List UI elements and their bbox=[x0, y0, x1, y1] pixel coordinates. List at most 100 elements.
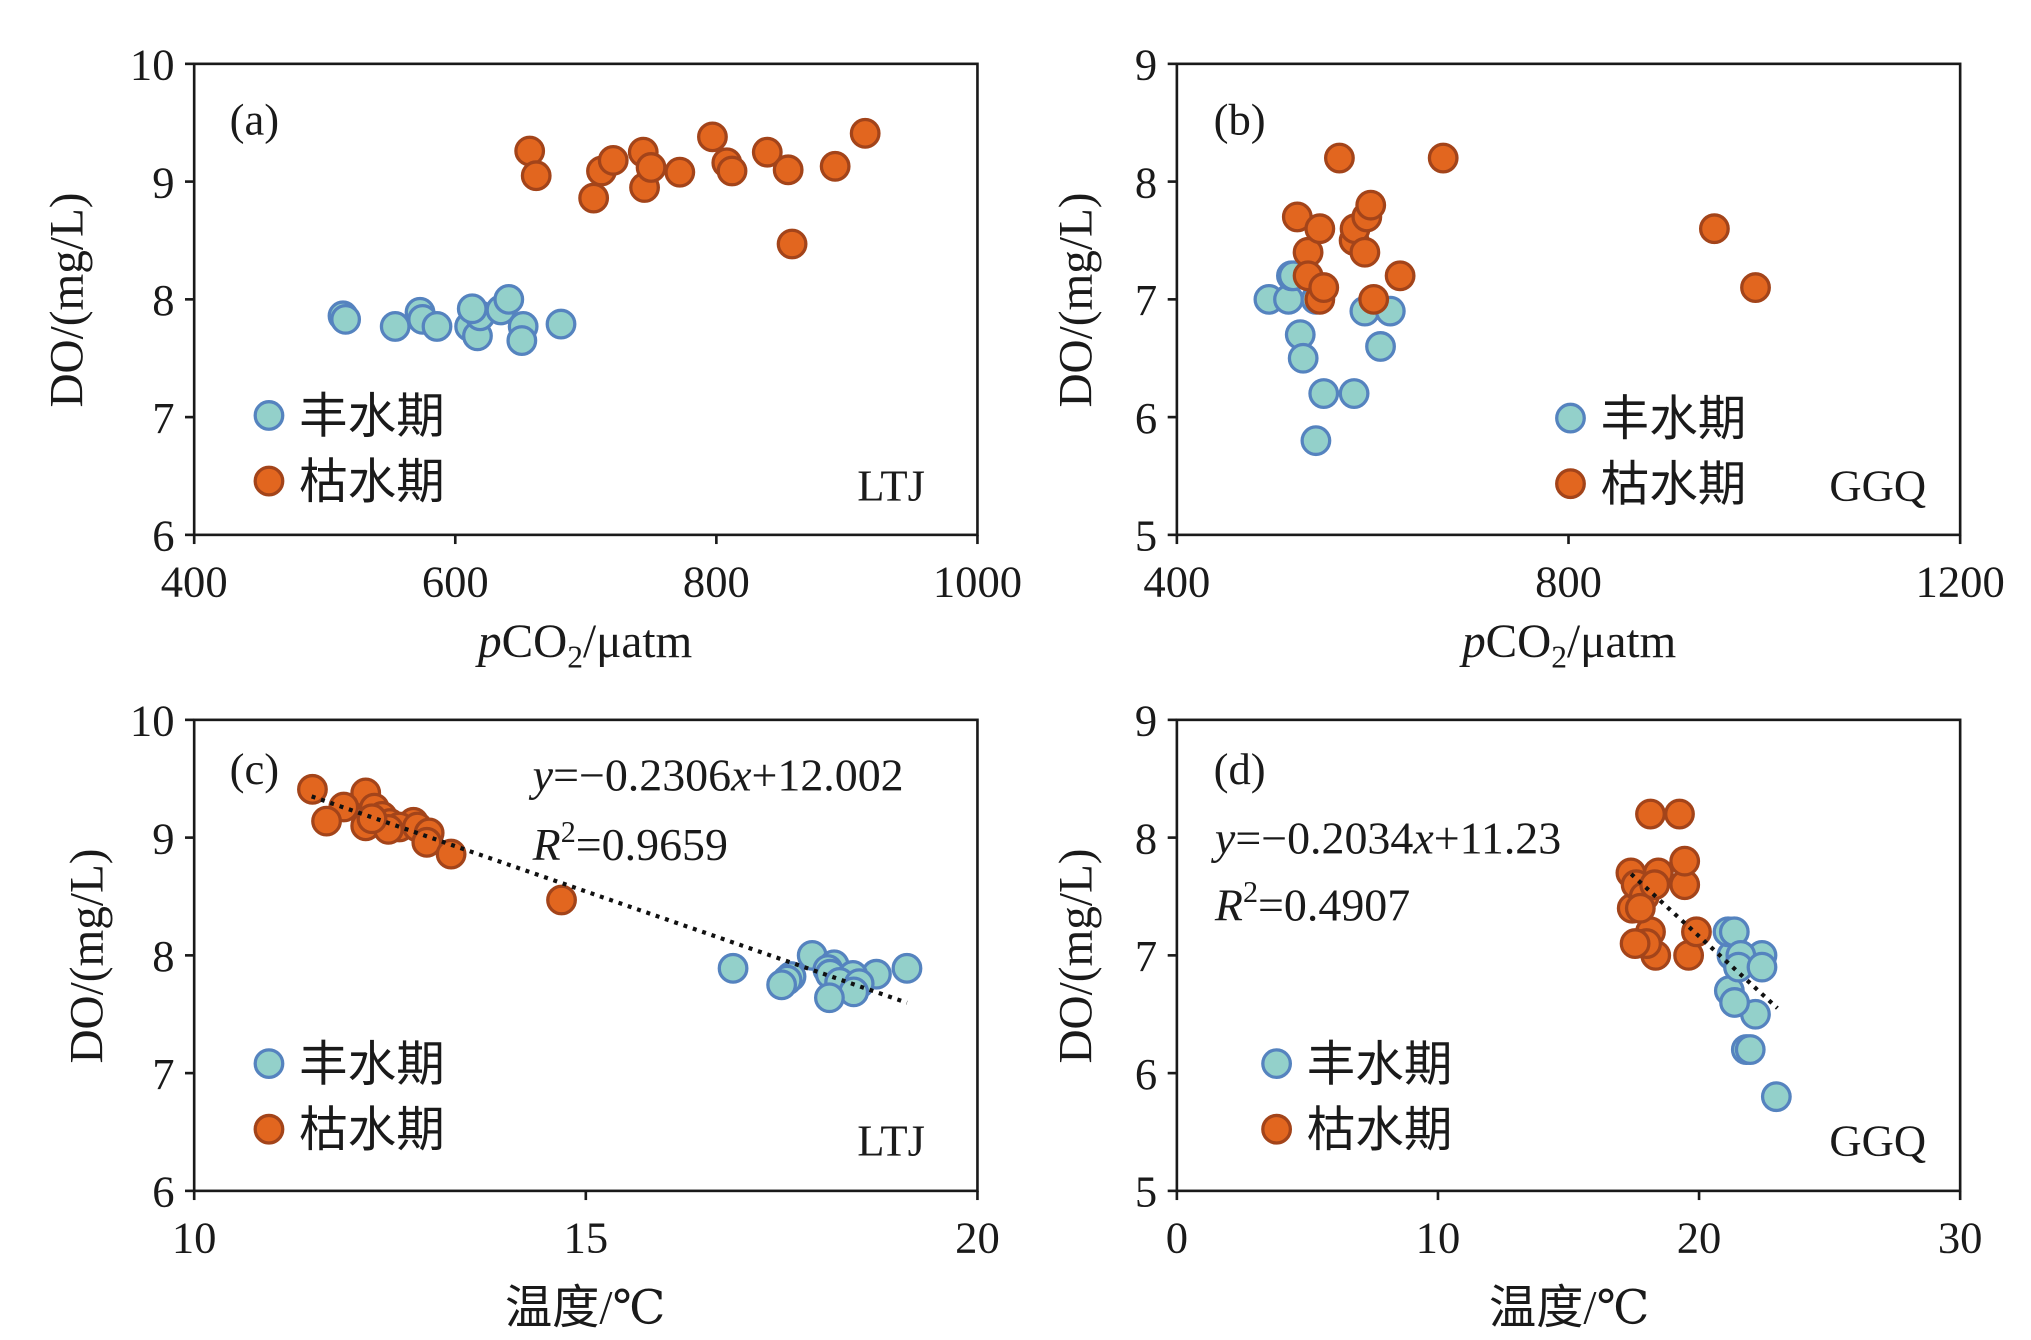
legend-marker-flood-season-d bbox=[1261, 1048, 1293, 1080]
point-b-dry-season-5 bbox=[1308, 272, 1340, 303]
panel-a: 400 600 800 1000 6 7 8 9 10 (a) LTJ 丰水期 枯水期 DO/(… bbox=[42, 40, 1022, 675]
y-tick-label-a-4: 10 bbox=[130, 40, 175, 90]
y-tick-label-d-2: 7 bbox=[1135, 931, 1157, 981]
r-squared-d: R2=0.4907 bbox=[1214, 875, 1410, 930]
point-b-dry-season-13 bbox=[1384, 260, 1416, 292]
point-b-dry-season-9 bbox=[1349, 236, 1381, 268]
panel-label-d: (d) bbox=[1214, 744, 1266, 794]
points-a bbox=[327, 117, 881, 356]
legend-marker-dry-season-a bbox=[253, 465, 285, 497]
point-d-flood-season-9 bbox=[1734, 1034, 1766, 1065]
point-b-dry-season-14 bbox=[1427, 142, 1459, 174]
x-title-subscript-b: 2 bbox=[1551, 639, 1567, 674]
legend-label-dry-season-b: 枯水期 bbox=[1601, 459, 1747, 512]
point-d-dry-season-16 bbox=[1619, 928, 1651, 960]
point-c-dry-season-0 bbox=[297, 773, 328, 805]
axes-d: 0 10 20 30 5 6 7 8 9 bbox=[1135, 696, 1983, 1263]
point-d-flood-season-12 bbox=[1746, 951, 1778, 983]
point-b-dry-season-11 bbox=[1355, 189, 1387, 221]
legend-b: 丰水期 枯水期 bbox=[1555, 393, 1747, 512]
x-axis-title-b: pCO2/μatm bbox=[1459, 616, 1676, 674]
x-axis-title-c: 温度/℃ bbox=[505, 1282, 665, 1334]
x-title-suffix-a: /μatm bbox=[583, 616, 692, 668]
legend-label-flood-season-b: 丰水期 bbox=[1601, 393, 1747, 446]
legend-marker-flood-season-b bbox=[1555, 402, 1586, 434]
y-tick-label-b-0: 5 bbox=[1135, 511, 1157, 561]
panel-c: 10 15 20 6 7 8 9 10 (c) LTJ y=−0.2306x+12.002 R… bbox=[61, 696, 999, 1335]
point-b-flood-season-11 bbox=[1365, 331, 1396, 362]
y-axis-title-d: DO/(mg/L) bbox=[1051, 848, 1103, 1063]
point-a-flood-season-14 bbox=[545, 308, 577, 340]
r2-var-d: R bbox=[1214, 880, 1243, 931]
legend-label-flood-season-a: 丰水期 bbox=[299, 391, 445, 444]
legend-label-dry-season-c: 枯水期 bbox=[299, 1104, 445, 1157]
point-c-flood-season-2 bbox=[717, 952, 749, 984]
point-d-dry-season-13 bbox=[1681, 916, 1712, 948]
x-title-suffix-b: /μatm bbox=[1567, 616, 1676, 668]
x-tick-label-a-0: 400 bbox=[161, 557, 228, 607]
x-tick-label-c-2: 20 bbox=[955, 1213, 1000, 1263]
y-tick-label-d-0: 5 bbox=[1135, 1167, 1157, 1217]
panel-label-b: (b) bbox=[1214, 95, 1266, 145]
site-label-a: LTJ bbox=[857, 461, 925, 511]
points-d bbox=[1615, 798, 1792, 1113]
point-c-dry-season-14 bbox=[435, 838, 467, 870]
y-tick-label-d-4: 9 bbox=[1135, 696, 1157, 746]
point-b-dry-season-6 bbox=[1323, 142, 1355, 174]
y-axis-title-b: DO/(mg/L) bbox=[1051, 192, 1103, 407]
point-a-dry-season-13 bbox=[772, 154, 804, 186]
point-c-dry-season-13 bbox=[411, 826, 443, 858]
legend-label-dry-season-d: 枯水期 bbox=[1307, 1104, 1453, 1157]
eq-x-var-c: x bbox=[730, 750, 752, 801]
point-d-dry-season-11 bbox=[1669, 845, 1701, 877]
eq-y-var-c: y bbox=[529, 750, 554, 801]
x-axis-title-d: 温度/℃ bbox=[1489, 1282, 1649, 1334]
r2-value-d: =0.4907 bbox=[1258, 880, 1410, 931]
point-a-dry-season-11 bbox=[716, 155, 748, 187]
x-axis-title-a: pCO2/μatm bbox=[475, 616, 692, 674]
eq-const-d: +11.23 bbox=[1434, 813, 1561, 864]
point-a-dry-season-16 bbox=[849, 117, 881, 149]
y-tick-label-c-1: 7 bbox=[152, 1049, 174, 1099]
legend-label-flood-season-d: 丰水期 bbox=[1307, 1039, 1453, 1092]
r2-power-d: 2 bbox=[1243, 875, 1258, 909]
y-tick-label-b-3: 8 bbox=[1135, 157, 1157, 207]
point-a-dry-season-8 bbox=[664, 156, 696, 188]
panel-label-c: (c) bbox=[230, 744, 280, 794]
site-label-c: LTJ bbox=[857, 1115, 925, 1165]
x-tick-label-b-1: 800 bbox=[1535, 557, 1602, 607]
legend-a: 丰水期 枯水期 bbox=[253, 391, 445, 509]
point-a-flood-season-5 bbox=[421, 311, 453, 342]
point-a-flood-season-13 bbox=[506, 325, 538, 356]
trendline-d bbox=[1629, 872, 1779, 1010]
r2-power-c: 2 bbox=[561, 815, 576, 849]
regression-equation-c: y=−0.2306x+12.002 bbox=[529, 750, 904, 801]
x-tick-label-c-1: 15 bbox=[564, 1213, 609, 1263]
point-b-flood-season-9 bbox=[1338, 378, 1370, 409]
eq-y-var-d: y bbox=[1211, 813, 1236, 864]
y-tick-label-c-3: 9 bbox=[152, 813, 174, 863]
point-b-flood-season-8 bbox=[1300, 425, 1332, 457]
legend-d: 丰水期 枯水期 bbox=[1261, 1039, 1453, 1157]
y-axis-title-a: DO/(mg/L) bbox=[42, 192, 94, 407]
y-tick-label-b-4: 9 bbox=[1135, 40, 1157, 90]
point-a-dry-season-15 bbox=[819, 150, 851, 182]
y-tick-label-a-3: 9 bbox=[152, 157, 174, 207]
point-a-dry-season-12 bbox=[751, 136, 783, 168]
x-tick-label-a-2: 800 bbox=[683, 557, 750, 607]
y-tick-label-a-0: 6 bbox=[152, 511, 174, 561]
point-c-dry-season-5 bbox=[311, 805, 342, 837]
point-c-dry-season-16 bbox=[356, 803, 388, 835]
y-tick-label-b-1: 6 bbox=[1135, 393, 1157, 443]
x-tick-label-b-2: 1200 bbox=[1916, 557, 2005, 607]
point-a-dry-season-1 bbox=[520, 160, 552, 192]
point-a-dry-season-9 bbox=[697, 121, 728, 153]
x-tick-label-a-1: 600 bbox=[422, 557, 489, 607]
point-a-dry-season-2 bbox=[578, 182, 610, 214]
point-a-dry-season-14 bbox=[776, 228, 808, 260]
axes-c: 10 15 20 6 7 8 9 10 bbox=[130, 696, 1000, 1263]
trendline-c bbox=[310, 794, 908, 1005]
y-tick-label-c-4: 10 bbox=[130, 696, 175, 746]
y-tick-label-c-2: 8 bbox=[152, 931, 174, 981]
legend-marker-dry-season-b bbox=[1555, 468, 1586, 500]
